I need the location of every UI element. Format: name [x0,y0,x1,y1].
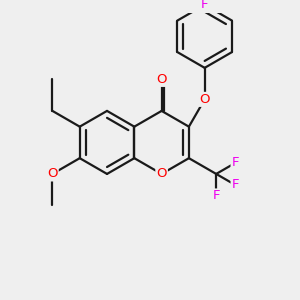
Text: O: O [47,167,58,180]
Text: F: F [201,0,208,11]
Text: F: F [232,178,239,191]
Text: O: O [200,93,210,106]
Text: O: O [156,73,167,86]
Text: F: F [212,190,220,202]
Text: O: O [156,167,167,180]
Text: F: F [232,156,239,170]
